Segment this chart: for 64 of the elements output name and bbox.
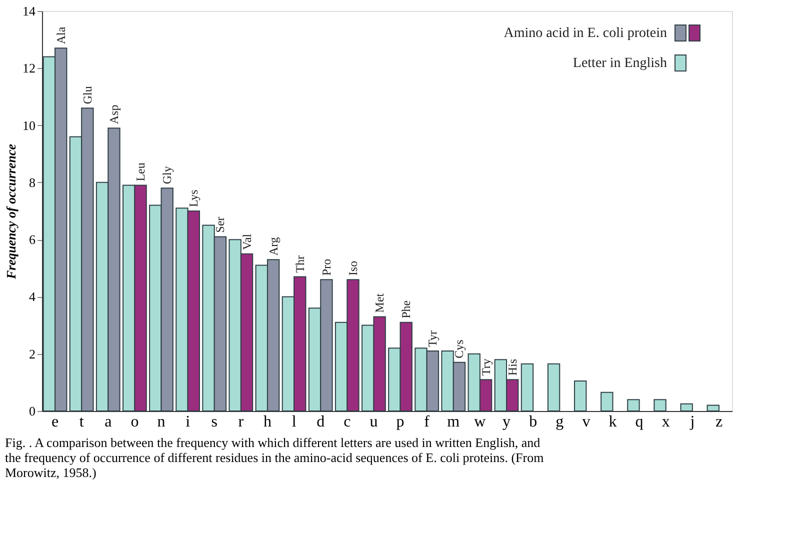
x-tick-label: f bbox=[424, 414, 430, 430]
x-tick-label: i bbox=[186, 414, 191, 430]
annotation: Gly bbox=[160, 166, 174, 184]
y-tick-label: 8 bbox=[29, 174, 36, 190]
x-tick-label: q bbox=[635, 414, 644, 430]
y-axis-title: Frequency of occurrence bbox=[4, 144, 18, 280]
annotation: Val bbox=[240, 233, 254, 250]
x-tick-label: x bbox=[662, 414, 670, 430]
x-tick-label: c bbox=[344, 414, 351, 430]
bar bbox=[600, 392, 614, 412]
x-tick-label: h bbox=[263, 414, 272, 430]
x-tick-label: n bbox=[157, 414, 166, 430]
x-tick-label: w bbox=[474, 414, 486, 430]
bar bbox=[547, 363, 560, 412]
annotation: Ser bbox=[213, 216, 228, 233]
x-tick-label: b bbox=[529, 414, 538, 430]
annotation: Asp bbox=[106, 104, 121, 124]
x-tick-label: y bbox=[502, 414, 511, 430]
x-tick-label: s bbox=[211, 414, 218, 430]
x-tick-label: l bbox=[292, 414, 297, 430]
x-tick-label: e bbox=[51, 414, 59, 430]
bar bbox=[706, 404, 720, 412]
y-tick-label: 2 bbox=[29, 346, 36, 362]
annotation: Try bbox=[478, 358, 493, 376]
x-tick-label: g bbox=[556, 414, 564, 430]
y-tick-label: 12 bbox=[22, 60, 36, 76]
x-tick-label: d bbox=[316, 414, 325, 430]
x-tick-label: p bbox=[396, 414, 404, 430]
y-tick-label: 4 bbox=[29, 289, 36, 304]
x-tick-label: m bbox=[447, 414, 460, 430]
x-tick-label: z bbox=[715, 414, 723, 430]
annotation: Arg bbox=[266, 237, 280, 256]
annotation: Met bbox=[372, 292, 387, 313]
y-tick-label: 14 bbox=[22, 4, 36, 18]
legend-label: Amino acid in E. coli protein bbox=[504, 26, 667, 41]
legend-label: Letter in English bbox=[572, 56, 667, 71]
bar bbox=[680, 403, 693, 412]
text: Fig. . A comparison between the frequency with which different letters are used in written English, and the frequency of occurrence of different residues in the amino-acid sequences of E. coli proteins. (From Morowitz, 1958.) bbox=[5, 435, 544, 480]
bar bbox=[654, 399, 666, 412]
x-tick-label: k bbox=[608, 414, 617, 430]
y-tick-label: 0 bbox=[29, 404, 36, 418]
annotation: Thr bbox=[292, 255, 307, 273]
bar bbox=[627, 399, 640, 412]
annotation: Tyr bbox=[426, 330, 440, 347]
annotation: Lys bbox=[186, 189, 201, 207]
y-tick-label: 10 bbox=[22, 118, 36, 133]
annotation: Cys bbox=[452, 339, 466, 358]
annotation: Pro bbox=[319, 258, 334, 276]
annotation: Phe bbox=[399, 300, 414, 318]
bar bbox=[520, 363, 534, 412]
x-tick-label: j bbox=[689, 414, 695, 430]
x-tick-label: o bbox=[130, 414, 139, 430]
x-tick-label: a bbox=[104, 414, 112, 430]
annotation: Iso bbox=[346, 260, 360, 276]
annotation: Leu bbox=[134, 162, 148, 182]
x-tick-label: t bbox=[79, 414, 84, 430]
bar bbox=[574, 380, 587, 412]
y-tick-label: 6 bbox=[29, 232, 36, 248]
annotation: Glu bbox=[80, 86, 94, 104]
annotation: His bbox=[505, 358, 520, 376]
x-tick-label: r bbox=[238, 414, 244, 430]
x-tick-label: v bbox=[582, 414, 590, 430]
x-tick-label: u bbox=[370, 414, 378, 430]
annotation: Ala bbox=[54, 26, 68, 44]
